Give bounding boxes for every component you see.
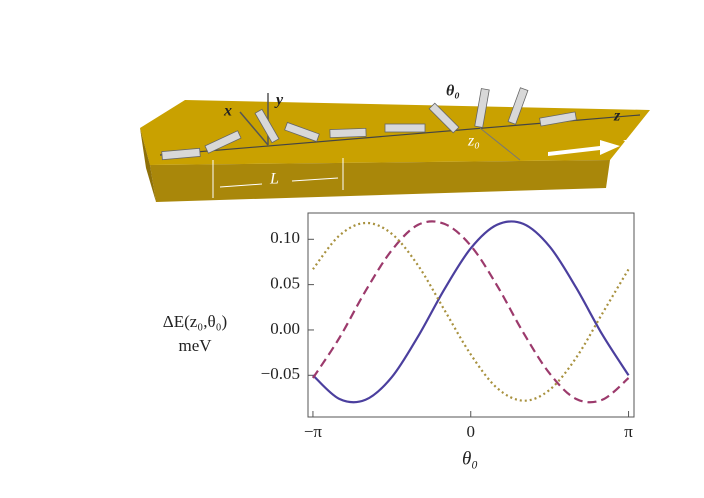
- slab-side: [140, 128, 156, 202]
- plot-frame: [307, 212, 635, 418]
- series-line: [312, 220, 630, 404]
- y-tick-label: −0.05: [261, 364, 300, 383]
- z-label: z: [613, 108, 621, 125]
- y-tick-label: 0.00: [270, 319, 300, 338]
- x-axis: [239, 111, 269, 146]
- L-arrow: [291, 177, 339, 182]
- L-arrow: [219, 183, 263, 188]
- x-tick-label: π: [624, 422, 633, 441]
- theta-label: θ₀: [446, 83, 460, 100]
- x-tick-label: 0: [466, 422, 475, 441]
- series-line: [312, 220, 630, 404]
- slab: x y θ₀ z z₀ L I: [140, 83, 650, 202]
- x-axis-title: θ₀: [462, 448, 478, 469]
- spins: [161, 87, 577, 161]
- z0-line: [479, 127, 521, 161]
- y-tick-label: 0.05: [270, 274, 300, 293]
- series-line: [312, 221, 630, 402]
- y-axis-title: meV: [178, 336, 212, 355]
- x-label: x: [223, 103, 232, 120]
- slab-top: [140, 100, 650, 165]
- z0-label: z₀: [467, 133, 480, 150]
- y-label: y: [274, 92, 284, 109]
- current-arrow: [548, 140, 620, 156]
- y-axis-title: ΔE(z₀,θ₀): [163, 312, 227, 331]
- slab-front: [150, 160, 610, 202]
- I-label: I: [621, 138, 629, 155]
- y-tick-label: 0.10: [270, 228, 300, 247]
- x-tick-label: −π: [304, 422, 323, 441]
- L-label: L: [269, 171, 279, 188]
